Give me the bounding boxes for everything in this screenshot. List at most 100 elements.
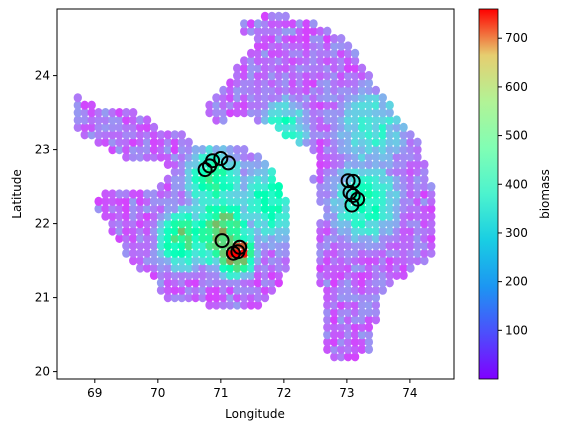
- biomass-cell: [364, 300, 374, 310]
- biomass-cell: [191, 241, 200, 251]
- biomass-cell: [323, 211, 332, 221]
- biomass-cell: [240, 71, 249, 81]
- colorbar-tick-label: 600: [505, 80, 528, 94]
- biomass-cell: [274, 278, 283, 288]
- biomass-cell: [115, 108, 124, 118]
- biomass-cell: [253, 100, 263, 110]
- biomass-cell: [274, 219, 283, 229]
- biomass-cell: [323, 189, 332, 199]
- biomass-cell: [392, 233, 401, 243]
- biomass-cell: [219, 241, 228, 251]
- biomass-cell: [233, 78, 242, 88]
- biomass-cell: [177, 137, 186, 147]
- biomass-cell: [267, 196, 277, 206]
- biomass-cell: [253, 19, 263, 29]
- biomass-cell: [233, 93, 242, 103]
- biomass-cell: [219, 278, 228, 288]
- biomass-cell: [323, 248, 332, 258]
- biomass-cell: [357, 71, 367, 81]
- biomass-cell: [350, 48, 360, 58]
- biomass-cell: [149, 145, 159, 155]
- biomass-cell: [267, 63, 277, 73]
- biomass-cell: [343, 115, 353, 125]
- biomass-cell: [406, 130, 415, 140]
- biomass-cell: [260, 182, 270, 192]
- biomass-cell: [350, 63, 360, 73]
- biomass-cell: [253, 278, 263, 288]
- biomass-cell: [246, 226, 256, 236]
- biomass-cell: [350, 56, 360, 66]
- biomass-cell: [142, 189, 152, 199]
- biomass-cell: [392, 145, 401, 155]
- biomass-cell: [281, 226, 290, 236]
- biomass-cell: [246, 241, 256, 251]
- biomass-cell: [233, 189, 242, 199]
- biomass-cell: [350, 233, 360, 243]
- biomass-cell: [364, 174, 374, 184]
- x-tick-label: 73: [339, 386, 354, 400]
- biomass-cell: [413, 226, 422, 236]
- biomass-cell: [260, 285, 270, 295]
- biomass-cell: [399, 145, 408, 155]
- biomass-cell: [191, 219, 200, 229]
- x-tick-label: 74: [402, 386, 417, 400]
- biomass-cell: [378, 241, 387, 251]
- biomass-cell: [323, 270, 332, 280]
- biomass-cell: [350, 159, 360, 169]
- biomass-cell: [246, 78, 256, 88]
- biomass-cell: [288, 19, 297, 29]
- biomass-cell: [205, 226, 214, 236]
- biomass-cell: [170, 248, 179, 258]
- biomass-cell: [357, 278, 367, 288]
- biomass-cell: [323, 130, 332, 140]
- biomass-cell: [392, 167, 401, 177]
- biomass-cell: [198, 263, 207, 273]
- biomass-cell: [149, 219, 159, 229]
- biomass-cell: [413, 167, 422, 177]
- biomass-cell: [253, 159, 263, 169]
- biomass-cell: [330, 122, 339, 132]
- biomass-cell: [136, 189, 145, 199]
- biomass-cell: [170, 152, 179, 162]
- biomass-cell: [122, 226, 131, 236]
- biomass-cell: [364, 71, 374, 81]
- biomass-cell: [364, 322, 374, 332]
- biomass-cell: [136, 219, 145, 229]
- biomass-cell: [177, 189, 186, 199]
- biomass-cell: [392, 115, 401, 125]
- biomass-cell: [240, 219, 249, 229]
- biomass-cell: [302, 122, 311, 132]
- biomass-cell: [350, 307, 360, 317]
- biomass-cell: [122, 211, 131, 221]
- biomass-cell: [267, 56, 277, 66]
- biomass-cell: [122, 196, 131, 206]
- biomass-cell: [205, 293, 214, 303]
- plot-frame: [56, 8, 455, 380]
- colorbar-tick-label: 300: [505, 226, 528, 240]
- biomass-cell: [156, 196, 166, 206]
- biomass-cell: [385, 152, 394, 162]
- biomass-cell: [136, 241, 145, 251]
- biomass-cell: [309, 174, 318, 184]
- biomass-cell: [378, 152, 387, 162]
- biomass-cell: [226, 196, 235, 206]
- biomass-cell: [219, 248, 228, 258]
- biomass-cell: [323, 159, 332, 169]
- biomass-cell: [427, 241, 436, 251]
- biomass-cell: [281, 241, 290, 251]
- biomass-cell: [212, 196, 221, 206]
- biomass-cell: [323, 182, 332, 192]
- biomass-cell: [371, 100, 381, 110]
- biomass-cell: [170, 137, 179, 147]
- biomass-cell: [330, 322, 339, 332]
- y-axis-label: Latitude: [10, 169, 24, 218]
- biomass-cell: [343, 263, 353, 273]
- biomass-cell: [316, 93, 325, 103]
- biomass-cell: [260, 34, 270, 44]
- biomass-cell: [205, 204, 214, 214]
- biomass-cell: [295, 19, 304, 29]
- biomass-cell: [337, 315, 346, 325]
- biomass-cell: [343, 330, 353, 340]
- biomass-cell: [274, 204, 283, 214]
- biomass-cell: [240, 256, 249, 266]
